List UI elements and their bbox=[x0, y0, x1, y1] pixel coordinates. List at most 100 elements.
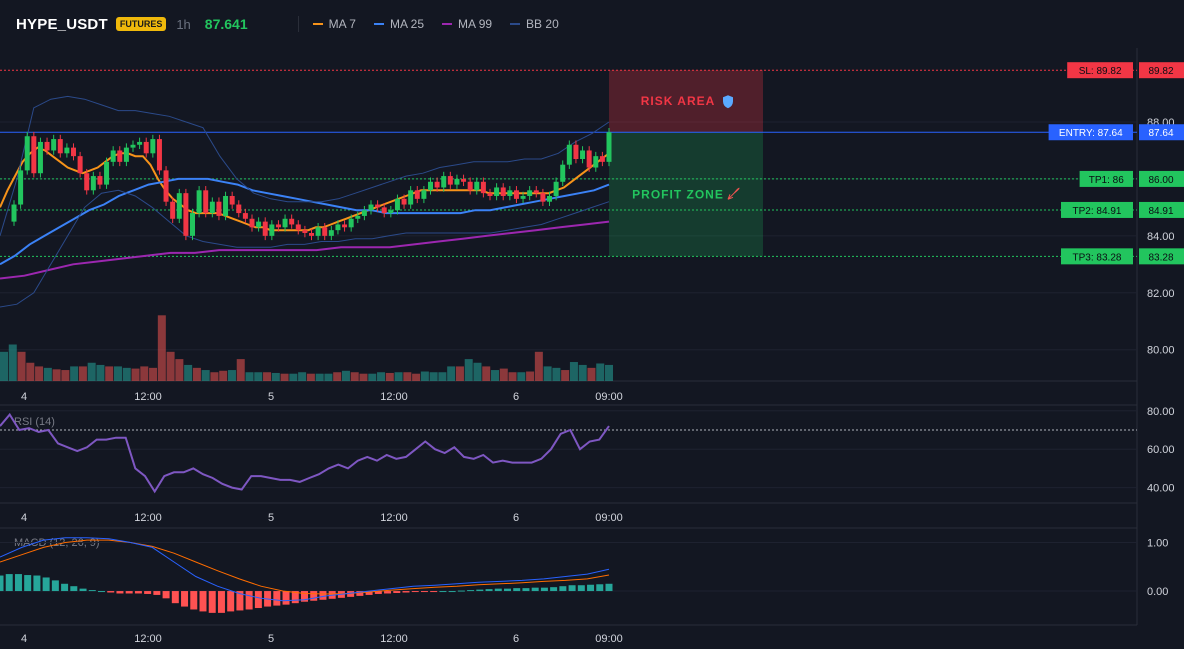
macd-histogram-bar bbox=[319, 591, 327, 600]
volume-bar bbox=[227, 370, 236, 381]
macd-histogram-bar bbox=[254, 591, 262, 609]
macd-histogram-bar bbox=[217, 591, 225, 613]
volume-bar bbox=[517, 372, 526, 381]
volume-bar bbox=[166, 351, 175, 381]
level-tag bbox=[1067, 62, 1133, 79]
risk-zone bbox=[609, 70, 763, 133]
volume-bar bbox=[429, 372, 438, 381]
candle-body bbox=[361, 210, 367, 216]
candle-body bbox=[216, 201, 222, 216]
candle-body bbox=[302, 230, 308, 233]
candle-body bbox=[467, 181, 473, 191]
candle-body bbox=[599, 156, 605, 162]
candle-body bbox=[586, 150, 592, 168]
macd-histogram-bar bbox=[568, 585, 576, 592]
candle-body bbox=[295, 224, 301, 231]
volume-bar bbox=[394, 372, 403, 381]
candle-body bbox=[328, 230, 334, 236]
volume-bar bbox=[412, 373, 421, 381]
volume-bar bbox=[578, 364, 587, 381]
rsi-tick-label: 40.00 bbox=[1147, 483, 1175, 495]
price-tick-label: 84.00 bbox=[1147, 231, 1175, 243]
volume-bar bbox=[17, 351, 26, 381]
volume-bar bbox=[254, 372, 263, 381]
candle-body bbox=[262, 221, 268, 236]
legend-ma25[interactable]: MA 25 bbox=[373, 17, 424, 31]
macd-histogram-bar bbox=[430, 591, 438, 593]
macd-tick-label: 1.00 bbox=[1147, 538, 1168, 550]
time-tick-label: 4 bbox=[21, 633, 27, 645]
volume-bar bbox=[219, 370, 228, 381]
volume-bar bbox=[596, 363, 605, 381]
level-tag bbox=[1061, 201, 1133, 218]
candle-body bbox=[196, 190, 202, 214]
legend-bb20[interactable]: BB 20 bbox=[510, 17, 559, 31]
price-tick-label: 82.00 bbox=[1147, 288, 1175, 300]
candle-body bbox=[150, 139, 156, 154]
level-price-tag-label: 83.28 bbox=[1148, 252, 1173, 263]
candle-body bbox=[566, 144, 572, 165]
volume-bar bbox=[455, 366, 464, 381]
candle-body bbox=[381, 207, 387, 214]
timeframe-selector[interactable]: 1h bbox=[176, 16, 191, 32]
symbol-name[interactable]: HYPE_USDT bbox=[16, 15, 108, 33]
macd-histogram-bar bbox=[559, 586, 567, 592]
level-price-tag bbox=[1139, 170, 1184, 187]
legend-ma99[interactable]: MA 99 bbox=[442, 17, 492, 31]
candle-body bbox=[560, 164, 566, 182]
candle-body bbox=[500, 187, 506, 196]
candle-body bbox=[156, 139, 162, 171]
macd-histogram-bar bbox=[227, 591, 235, 612]
time-tick-label: 12:00 bbox=[134, 633, 162, 645]
volume-bar bbox=[61, 370, 70, 381]
volume-bar bbox=[245, 372, 254, 381]
macd-histogram-bar bbox=[411, 591, 419, 593]
macd-histogram-bar bbox=[439, 591, 447, 593]
candle-body bbox=[335, 224, 341, 231]
rsi-line bbox=[0, 412, 610, 494]
candle-body bbox=[342, 224, 348, 228]
volume-bar bbox=[149, 367, 158, 381]
time-tick-label: 5 bbox=[268, 633, 274, 645]
macd-histogram-bar bbox=[51, 580, 59, 592]
time-tick-label: 09:00 bbox=[595, 512, 623, 524]
macd-histogram-bar bbox=[550, 587, 558, 592]
volume-bar bbox=[403, 372, 412, 381]
indicator-legend: MA 7 MA 25 MA 99 BB 20 bbox=[312, 17, 577, 31]
candle-body bbox=[223, 196, 229, 216]
volume-bar bbox=[368, 373, 377, 381]
volume-bar bbox=[175, 359, 184, 381]
level-price-tag bbox=[1139, 62, 1184, 79]
legend-ma7[interactable]: MA 7 bbox=[312, 17, 356, 31]
price-tick-label: 80.00 bbox=[1147, 345, 1175, 357]
macd-histogram-bar bbox=[522, 588, 530, 592]
candle-body bbox=[421, 190, 427, 199]
candle-body bbox=[408, 190, 414, 205]
candle-body bbox=[487, 193, 493, 196]
legend-ma7-swatch bbox=[312, 23, 323, 25]
level-tag-label: SL: 89.82 bbox=[1079, 66, 1122, 77]
volume-bar bbox=[78, 366, 87, 381]
candle-body bbox=[209, 201, 215, 214]
volume-bar bbox=[552, 367, 561, 381]
legend-bb20-swatch bbox=[510, 23, 521, 25]
macd-tick-label: 0.00 bbox=[1147, 586, 1168, 598]
macd-histogram-bar bbox=[190, 591, 198, 610]
candle-body bbox=[143, 141, 149, 154]
macd-histogram-bar bbox=[402, 591, 410, 593]
candle-body bbox=[31, 136, 37, 174]
macd-histogram-bar bbox=[199, 591, 207, 612]
macd-histogram-bar bbox=[107, 591, 115, 593]
macd-histogram-bar bbox=[153, 591, 161, 595]
candle-body bbox=[242, 213, 248, 219]
volume-bar bbox=[8, 344, 17, 381]
volume-bar bbox=[26, 362, 35, 381]
candle-body bbox=[394, 198, 400, 211]
macd-histogram-bar bbox=[393, 591, 401, 593]
candle-body bbox=[229, 196, 235, 205]
volume-bar bbox=[236, 359, 245, 381]
volume-bar bbox=[534, 351, 543, 381]
header-divider bbox=[297, 16, 299, 32]
indicator-line-ma-99 bbox=[0, 220, 610, 280]
